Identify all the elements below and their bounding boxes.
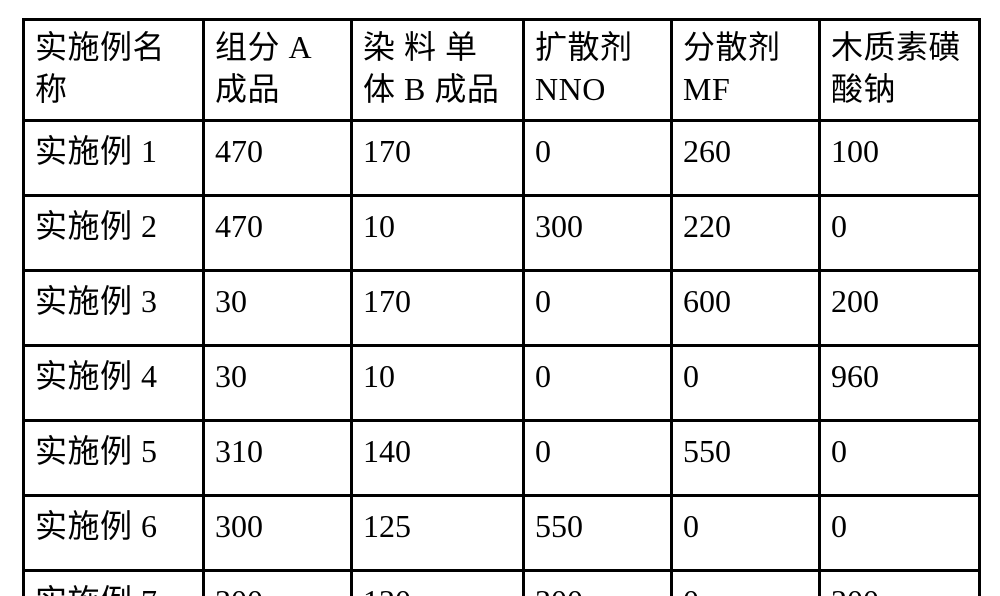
cell: 30 xyxy=(204,346,352,421)
cell: 140 xyxy=(352,421,524,496)
col-header-lignosulfonate-line1: 木质素磺 xyxy=(831,27,970,69)
cell: 200 xyxy=(820,571,980,596)
cell: 600 xyxy=(672,271,820,346)
col-header-mf-line2: MF xyxy=(683,69,810,111)
cell: 220 xyxy=(672,196,820,271)
cell: 30 xyxy=(204,271,352,346)
row-label: 实施例 4 xyxy=(24,346,204,421)
table-row: 实施例 1 470 170 0 260 100 xyxy=(24,121,980,196)
table-row: 实施例 3 30 170 0 600 200 xyxy=(24,271,980,346)
cell: 170 xyxy=(352,271,524,346)
row-label: 实施例 7 xyxy=(24,571,204,596)
table-row: 实施例 7 300 120 300 0 200 xyxy=(24,571,980,596)
row-label: 实施例 3 xyxy=(24,271,204,346)
cell: 10 xyxy=(352,346,524,421)
cell: 300 xyxy=(204,571,352,596)
cell: 200 xyxy=(820,271,980,346)
cell: 0 xyxy=(672,496,820,571)
col-header-comp-a-line2: 成品 xyxy=(215,69,342,111)
cell: 0 xyxy=(524,421,672,496)
col-header-nno: 扩散剂 NNO xyxy=(524,20,672,121)
cell: 0 xyxy=(524,346,672,421)
table-row: 实施例 5 310 140 0 550 0 xyxy=(24,421,980,496)
page: 实施例名 称 组分 A 成品 染 料 单 体 B 成品 扩散剂 NNO 分散剂 xyxy=(0,0,1000,596)
col-header-lignosulfonate-line2: 酸钠 xyxy=(831,69,970,111)
col-header-dye-b-line2: 体 B 成品 xyxy=(363,69,514,111)
col-header-name-line1: 实施例名 xyxy=(35,27,194,69)
table-row: 实施例 4 30 10 0 0 960 xyxy=(24,346,980,421)
cell: 300 xyxy=(524,571,672,596)
table-row: 实施例 6 300 125 550 0 0 xyxy=(24,496,980,571)
col-header-lignosulfonate: 木质素磺 酸钠 xyxy=(820,20,980,121)
row-label: 实施例 2 xyxy=(24,196,204,271)
cell: 170 xyxy=(352,121,524,196)
cell: 0 xyxy=(820,496,980,571)
cell: 550 xyxy=(672,421,820,496)
cell: 0 xyxy=(524,121,672,196)
cell: 470 xyxy=(204,196,352,271)
col-header-dye-b-line1: 染 料 单 xyxy=(363,27,514,69)
col-header-mf-line1: 分散剂 xyxy=(683,27,810,69)
col-header-name-line2: 称 xyxy=(35,69,194,111)
cell: 310 xyxy=(204,421,352,496)
table-body: 实施例 1 470 170 0 260 100 实施例 2 470 10 300… xyxy=(24,121,980,596)
cell: 550 xyxy=(524,496,672,571)
cell: 300 xyxy=(204,496,352,571)
table-row: 实施例 2 470 10 300 220 0 xyxy=(24,196,980,271)
cell: 470 xyxy=(204,121,352,196)
col-header-nno-line2: NNO xyxy=(535,69,662,111)
col-header-mf: 分散剂 MF xyxy=(672,20,820,121)
cell: 120 xyxy=(352,571,524,596)
cell: 0 xyxy=(524,271,672,346)
cell: 0 xyxy=(820,196,980,271)
cell: 125 xyxy=(352,496,524,571)
composition-table: 实施例名 称 组分 A 成品 染 料 单 体 B 成品 扩散剂 NNO 分散剂 xyxy=(22,18,981,596)
header-row: 实施例名 称 组分 A 成品 染 料 单 体 B 成品 扩散剂 NNO 分散剂 xyxy=(24,20,980,121)
col-header-nno-line1: 扩散剂 xyxy=(535,27,662,69)
cell: 100 xyxy=(820,121,980,196)
cell: 0 xyxy=(820,421,980,496)
table-head: 实施例名 称 组分 A 成品 染 料 单 体 B 成品 扩散剂 NNO 分散剂 xyxy=(24,20,980,121)
cell: 0 xyxy=(672,346,820,421)
row-label: 实施例 5 xyxy=(24,421,204,496)
row-label: 实施例 1 xyxy=(24,121,204,196)
col-header-dye-b: 染 料 单 体 B 成品 xyxy=(352,20,524,121)
cell: 260 xyxy=(672,121,820,196)
row-label: 实施例 6 xyxy=(24,496,204,571)
col-header-comp-a: 组分 A 成品 xyxy=(204,20,352,121)
cell: 960 xyxy=(820,346,980,421)
cell: 0 xyxy=(672,571,820,596)
col-header-name: 实施例名 称 xyxy=(24,20,204,121)
cell: 300 xyxy=(524,196,672,271)
cell: 10 xyxy=(352,196,524,271)
col-header-comp-a-line1: 组分 A xyxy=(215,27,342,69)
